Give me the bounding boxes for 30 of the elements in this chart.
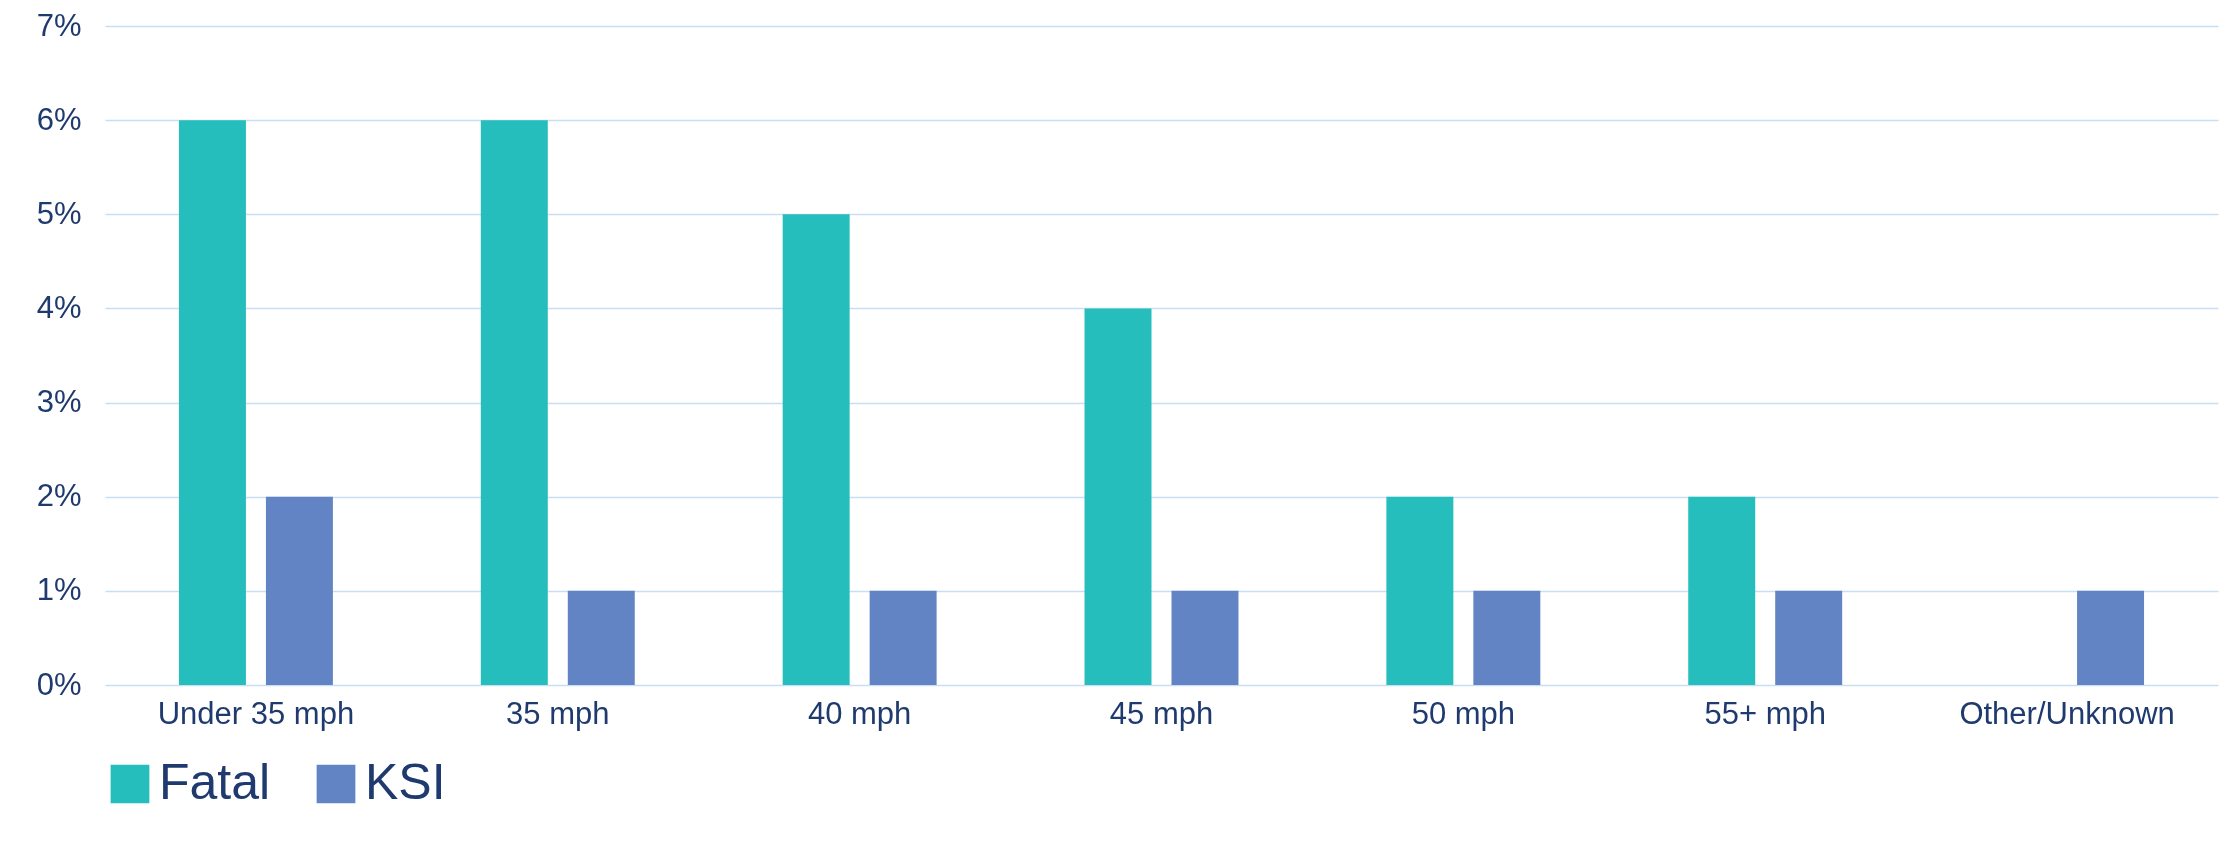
bar <box>567 590 635 685</box>
x-tick-label: 40 mph <box>807 695 912 731</box>
y-tick-label: 7% <box>36 7 82 43</box>
bar <box>265 496 333 685</box>
y-tick-label: 0% <box>36 666 82 702</box>
bar <box>480 120 548 685</box>
bar <box>1084 308 1152 685</box>
y-tick-label: 6% <box>36 101 82 137</box>
bar <box>2077 590 2145 685</box>
x-tick-label: 45 mph <box>1109 695 1214 731</box>
legend-label: KSI <box>365 754 446 810</box>
x-tick-label: 35 mph <box>506 695 610 731</box>
bar <box>1171 590 1239 685</box>
y-tick-label: 5% <box>36 195 82 231</box>
y-tick-label: 1% <box>36 572 82 608</box>
bar <box>178 120 246 685</box>
x-tick-label: 50 mph <box>1411 695 1516 731</box>
y-tick-label: 4% <box>36 289 82 325</box>
x-tick-label: Under 35 mph <box>157 695 355 731</box>
bar <box>1775 590 1843 685</box>
bar <box>782 214 850 685</box>
bar <box>1688 496 1756 685</box>
x-tick-label: 55+ mph <box>1704 695 1826 731</box>
bar <box>1473 590 1541 685</box>
legend-label: Fatal <box>159 754 271 810</box>
bar <box>1386 496 1454 685</box>
y-tick-label: 2% <box>36 478 82 514</box>
bar <box>869 590 937 685</box>
y-tick-label: 3% <box>36 384 82 420</box>
x-tick-label: Other/Unknown <box>1959 695 2175 731</box>
